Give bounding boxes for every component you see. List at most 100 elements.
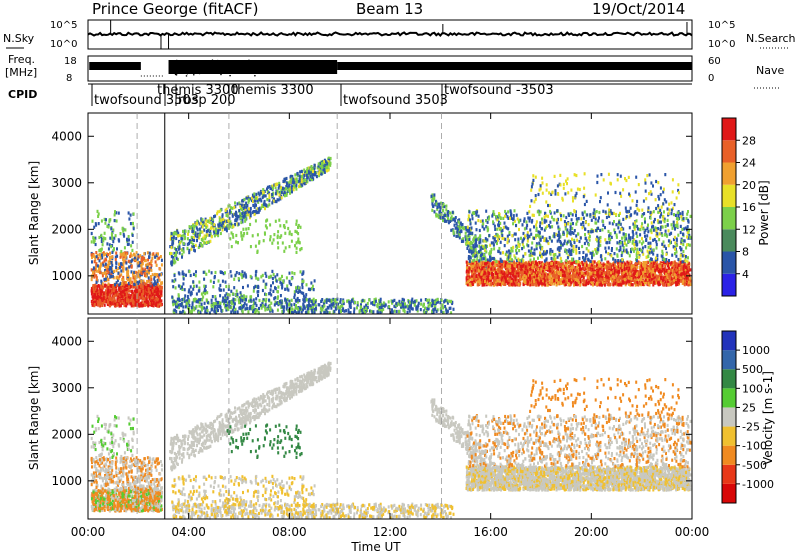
heatmap-cell	[227, 218, 230, 223]
heatmap-cell	[323, 304, 326, 308]
heatmap-cell	[140, 301, 143, 305]
heatmap-cell	[171, 260, 174, 264]
heatmap-cell	[138, 303, 141, 307]
heatmap-cell	[111, 290, 114, 294]
heatmap-cell	[202, 236, 205, 240]
heatmap-cell	[218, 287, 221, 291]
heatmap-cell	[481, 275, 484, 279]
heatmap-cell	[259, 206, 261, 210]
heatmap-cell	[177, 299, 180, 303]
heatmap-cell	[240, 231, 243, 235]
heatmap-cell	[327, 160, 330, 164]
heatmap-cell	[668, 264, 671, 268]
heatmap-cell	[110, 261, 113, 265]
heatmap-cell	[134, 280, 136, 284]
heatmap-cell	[376, 302, 379, 306]
heatmap-cell	[313, 307, 316, 312]
heatmap-cell	[353, 307, 356, 311]
heatmap-cell	[131, 294, 134, 298]
heatmap-cell	[346, 299, 349, 303]
heatmap-cell	[156, 304, 159, 308]
heatmap-cell	[283, 194, 286, 198]
heatmap-cell	[208, 311, 211, 315]
heatmap-cell	[325, 165, 328, 169]
heatmap-cell	[306, 167, 309, 171]
heatmap-cell	[545, 278, 548, 282]
heatmap-cell	[212, 227, 215, 231]
heatmap-cell	[296, 180, 299, 184]
heatmap-cell	[650, 273, 653, 277]
heatmap-cell	[382, 303, 385, 307]
heatmap-cell	[402, 308, 405, 312]
heatmap-cell	[126, 283, 129, 287]
heatmap-cell	[218, 301, 221, 305]
heatmap-cell	[181, 272, 184, 276]
heatmap-cell	[310, 281, 313, 285]
heatmap-cell	[186, 247, 189, 251]
heatmap-cell	[302, 302, 305, 306]
heatmap-cell	[431, 298, 434, 302]
heatmap-cell	[450, 311, 453, 315]
heatmap-cell	[490, 250, 492, 254]
heatmap-cell	[160, 285, 163, 290]
heatmap-cell	[294, 309, 296, 314]
heatmap-cell	[157, 283, 160, 287]
heatmap-cell	[196, 239, 198, 243]
heatmap-cell	[113, 236, 116, 240]
heatmap-cell	[471, 246, 474, 250]
heatmap-cell	[181, 255, 183, 259]
heatmap-cell	[188, 239, 191, 243]
freq-dot	[220, 73, 222, 76]
heatmap-cell	[127, 300, 130, 304]
heatmap-cell	[298, 289, 301, 293]
heatmap-cell	[116, 247, 118, 251]
heatmap-cell	[151, 293, 154, 297]
heatmap-cell	[264, 271, 267, 275]
heatmap-cell	[244, 215, 246, 220]
heatmap-cell	[540, 269, 543, 273]
heatmap-cell	[309, 177, 312, 181]
heatmap-cell	[113, 269, 116, 273]
heatmap-cell	[243, 203, 246, 208]
heatmap-cell	[412, 300, 415, 305]
heatmap-cell	[113, 247, 115, 251]
heatmap-cell	[109, 284, 112, 288]
freq-dot	[250, 70, 252, 73]
heatmap-cell	[252, 199, 254, 203]
heatmap-cell	[597, 269, 600, 273]
heatmap-cell	[625, 272, 628, 276]
heatmap-cell	[243, 197, 246, 202]
heatmap-cell	[432, 308, 435, 312]
heatmap-cell	[622, 275, 625, 279]
heatmap-cell	[158, 273, 161, 277]
heatmap-cell	[93, 260, 96, 264]
heatmap-cell	[118, 262, 121, 266]
heatmap-cell	[148, 297, 151, 301]
heatmap-cell	[182, 305, 185, 309]
heatmap-cell	[305, 298, 308, 302]
noise-search-label: N.Search	[746, 32, 796, 45]
heatmap-cell	[636, 265, 639, 269]
heatmap-cell	[273, 183, 276, 187]
heatmap-cell	[678, 261, 681, 265]
heatmap-cell	[435, 298, 437, 302]
heatmap-cell	[480, 246, 483, 250]
heatmap-cell	[318, 303, 321, 307]
heatmap-cell	[95, 276, 98, 280]
heatmap-cell	[393, 298, 396, 302]
heatmap-cell	[301, 278, 304, 282]
heatmap-cell	[225, 308, 228, 312]
heatmap-cell	[249, 210, 252, 214]
heatmap-cell	[286, 191, 288, 195]
heatmap-cell	[264, 292, 266, 296]
heatmap-cell	[140, 283, 143, 287]
heatmap-cell	[582, 263, 585, 267]
heatmap-cell	[265, 297, 268, 301]
heatmap-cell	[178, 245, 181, 249]
heatmap-cell	[549, 272, 552, 276]
heatmap-cell	[601, 269, 603, 273]
heatmap-cell	[177, 303, 180, 307]
heatmap-cell	[445, 219, 448, 223]
freq-dot	[220, 64, 222, 67]
heatmap-cell	[230, 231, 233, 235]
